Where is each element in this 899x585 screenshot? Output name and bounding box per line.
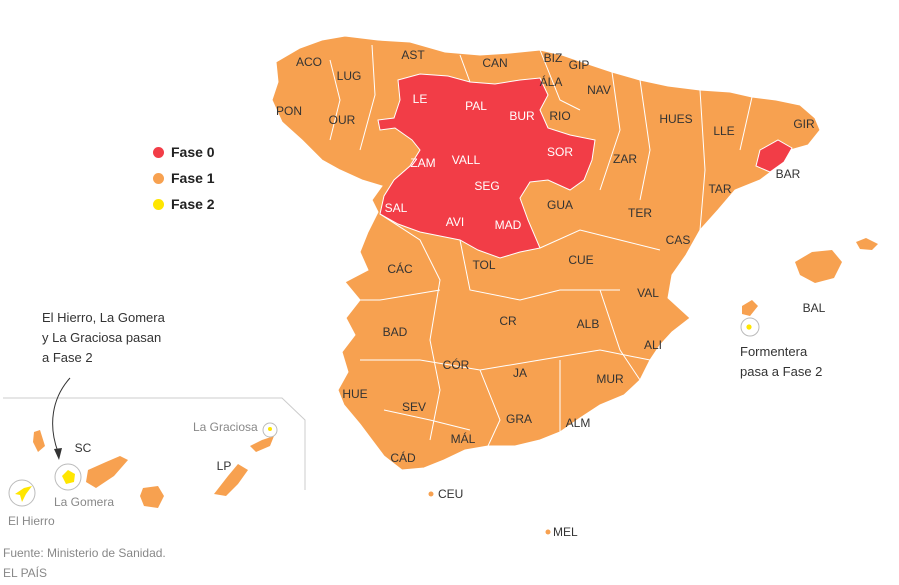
label-mad: MAD xyxy=(495,218,522,232)
label-le: LE xyxy=(413,92,428,106)
legend-swatch-fase0 xyxy=(153,146,164,158)
label-bar: BAR xyxy=(776,167,801,181)
label-cor: CÓR xyxy=(443,357,470,372)
label-aco: ACO xyxy=(296,55,322,69)
label-alb: ALB xyxy=(577,317,600,331)
canarias-inset-frame xyxy=(3,397,306,490)
label-vall: VALL xyxy=(452,153,481,167)
label-sev: SEV xyxy=(402,400,426,414)
label-tar: TAR xyxy=(708,182,731,196)
island-labels: La Graciosa La Gomera El Hierro xyxy=(8,420,258,528)
label-mel: MEL xyxy=(553,525,578,539)
legend-label: Fase 0 xyxy=(171,144,215,160)
lanzarote xyxy=(250,436,274,452)
label-ter: TER xyxy=(628,206,652,220)
label-mal: MÁL xyxy=(451,431,476,446)
label-sor: SOR xyxy=(547,145,573,159)
label-hues: HUES xyxy=(659,112,692,126)
source-credit: Fuente: Ministerio de Sanidad. EL PAÍS xyxy=(3,543,166,583)
legend-swatch-fase1 xyxy=(153,172,164,184)
label-ja: JA xyxy=(513,366,527,380)
label-gra: GRA xyxy=(506,412,532,426)
legend-label: Fase 2 xyxy=(171,196,215,212)
label-alm: ALM xyxy=(566,416,591,430)
source-line: Fuente: Ministerio de Sanidad. xyxy=(3,546,166,560)
label-biz: BIZ xyxy=(544,51,563,65)
label-lug: LUG xyxy=(337,69,362,83)
label-la-gomera: La Gomera xyxy=(54,495,114,509)
label-seg: SEG xyxy=(474,179,499,193)
tenerife xyxy=(86,456,128,488)
label-cad: CÁD xyxy=(390,450,416,465)
mallorca xyxy=(795,250,842,283)
province-labels: ACO LUG PON OUR AST CAN BIZ GIP ÁLA NAV … xyxy=(75,48,826,539)
label-sal: SAL xyxy=(385,201,408,215)
label-lle: LLE xyxy=(713,124,734,138)
legend-label: Fase 1 xyxy=(171,170,215,186)
canarias-note-line: a Fase 2 xyxy=(42,350,93,365)
legend-swatch-fase2 xyxy=(153,198,164,210)
label-hue: HUE xyxy=(342,387,367,401)
legend-item-fase2: Fase 2 xyxy=(153,191,215,217)
label-avi: AVI xyxy=(446,215,464,229)
label-ali: ALI xyxy=(644,338,662,352)
label-cr: CR xyxy=(499,314,517,328)
formentera xyxy=(746,324,752,330)
formentera-note-line: Formentera xyxy=(740,344,808,359)
arrow-head xyxy=(54,448,62,460)
label-ast: AST xyxy=(401,48,425,62)
formentera-note-line: pasa a Fase 2 xyxy=(740,364,823,379)
melilla xyxy=(545,529,551,535)
publisher: EL PAÍS xyxy=(3,566,48,580)
label-gip: GIP xyxy=(569,58,590,72)
label-la-graciosa: La Graciosa xyxy=(193,420,258,434)
label-nav: NAV xyxy=(587,83,611,97)
label-bur: BUR xyxy=(509,109,535,123)
label-sc: SC xyxy=(75,441,92,455)
canarias-note: El Hierro, La Gomera y La Graciosa pasan… xyxy=(42,308,165,368)
label-cas: CAS xyxy=(666,233,691,247)
arrow-line xyxy=(52,377,71,453)
label-our: OUR xyxy=(329,113,356,127)
legend-item-fase1: Fase 1 xyxy=(153,165,215,191)
label-gua: GUA xyxy=(547,198,573,212)
fuerteventura xyxy=(214,464,248,496)
label-bal: BAL xyxy=(803,301,826,315)
label-can: CAN xyxy=(482,56,507,70)
la-graciosa xyxy=(268,427,272,431)
el-hierro xyxy=(15,486,32,502)
label-cue: CUE xyxy=(568,253,593,267)
label-zar: ZAR xyxy=(613,152,637,166)
label-rio: RIO xyxy=(549,109,570,123)
fase0-barcelona xyxy=(755,139,793,173)
label-pon: PON xyxy=(276,104,302,118)
label-bad: BAD xyxy=(383,325,408,339)
gran-canaria xyxy=(140,486,164,508)
label-ala: ÁLA xyxy=(540,74,563,89)
label-ceu: CEU xyxy=(438,487,463,501)
mainland-spain xyxy=(271,35,821,471)
label-val: VAL xyxy=(637,286,659,300)
label-zam: ZAM xyxy=(410,156,435,170)
la-gomera xyxy=(62,470,75,484)
legend-item-fase0: Fase 0 xyxy=(153,139,215,165)
label-cac: CÁC xyxy=(387,261,413,276)
province-borders xyxy=(329,44,753,447)
formentera-note: Formentera pasa a Fase 2 xyxy=(740,342,822,382)
menorca xyxy=(856,238,878,250)
legend: Fase 0 Fase 1 Fase 2 xyxy=(153,139,215,217)
label-lp: LP xyxy=(217,459,232,473)
la-palma xyxy=(33,430,45,452)
label-pal: PAL xyxy=(465,99,487,113)
label-el-hierro: El Hierro xyxy=(8,514,55,528)
label-tol: TOL xyxy=(472,258,495,272)
canarias-note-line: El Hierro, La Gomera xyxy=(42,310,165,325)
label-gir: GIR xyxy=(793,117,815,131)
ceuta xyxy=(428,491,434,497)
ibiza xyxy=(742,300,758,316)
label-mur: MUR xyxy=(596,372,624,386)
canarias-note-line: y La Graciosa pasan xyxy=(42,330,162,345)
